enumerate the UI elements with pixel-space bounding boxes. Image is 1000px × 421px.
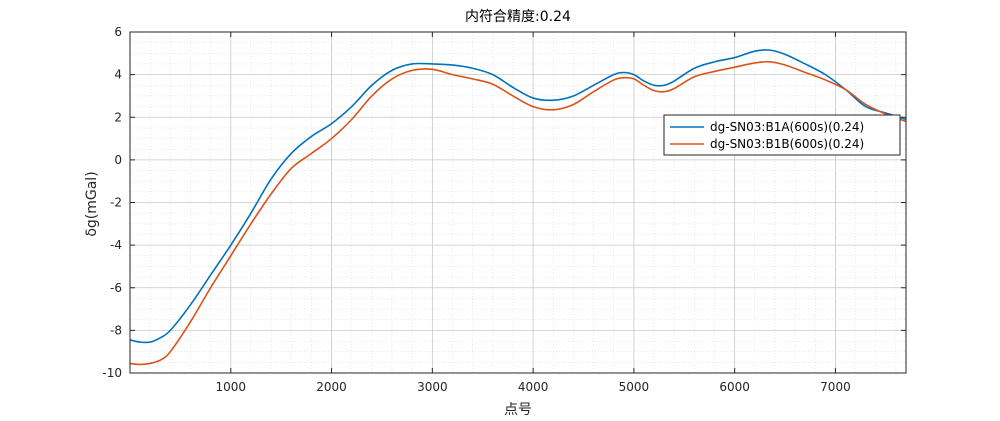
y-tick-label: -4 [110, 238, 122, 252]
x-tick-label: 6000 [719, 380, 750, 394]
x-axis-label: 点号 [504, 402, 532, 418]
x-tick-label: 2000 [316, 380, 347, 394]
y-tick-label: 2 [114, 110, 122, 124]
y-axis-ticks: -10 -8 -6 -4 -2 0 2 4 6 [102, 25, 906, 380]
chart-title: 内符合精度:0.24 [465, 9, 571, 25]
x-tick-label: 7000 [820, 380, 851, 394]
y-tick-label: 0 [114, 153, 122, 167]
series-lines [129, 49, 907, 366]
x-tick-label: 5000 [619, 380, 650, 394]
y-tick-label: 6 [114, 25, 122, 39]
legend-box [663, 114, 901, 156]
major-grid [130, 31, 906, 374]
y-axis-label: δg(mGal) [84, 171, 100, 236]
x-tick-label: 1000 [216, 380, 247, 394]
y-tick-label: -2 [110, 196, 122, 210]
x-tick-label: 4000 [518, 380, 549, 394]
legend: dg-SN03:B1A(600s)(0.24) dg-SN03:B1B(600s)… [663, 114, 901, 156]
x-tick-label: 3000 [417, 380, 448, 394]
y-tick-label: 4 [114, 68, 122, 82]
y-tick-label: -10 [102, 366, 122, 380]
series-line-1 [129, 49, 907, 344]
y-tick-label: -6 [110, 281, 122, 295]
minor-grid [130, 32, 906, 373]
x-axis-ticks: 1000 2000 3000 4000 5000 6000 7000 [216, 32, 851, 394]
y-tick-label: -8 [110, 323, 122, 337]
legend-entry-1: dg-SN03:B1A(600s)(0.24) [710, 120, 864, 134]
legend-entry-2: dg-SN03:B1B(600s)(0.24) [710, 137, 864, 151]
series-line-2 [129, 60, 907, 366]
